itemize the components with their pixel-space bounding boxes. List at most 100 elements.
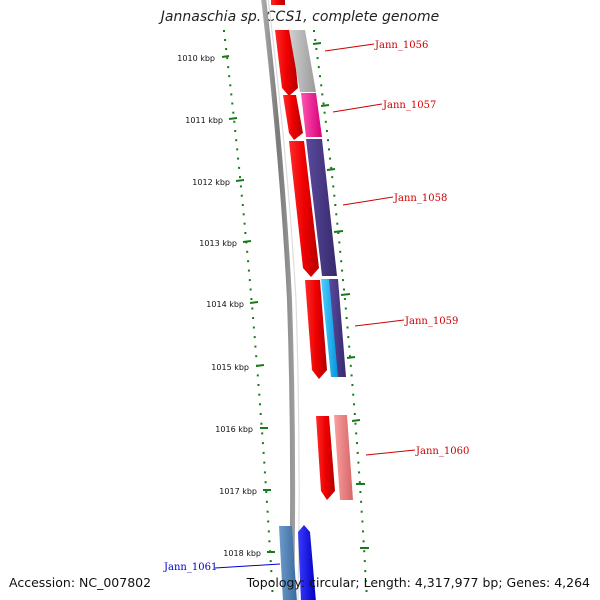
outer-tick-mark <box>340 293 351 296</box>
rail-dot <box>268 540 271 543</box>
rail-dot <box>353 413 356 415</box>
inner-tick-rail <box>223 30 274 592</box>
rail-dot <box>322 102 325 105</box>
tick-mark <box>249 301 259 304</box>
forward-strand-genes <box>271 0 335 500</box>
rail-dot <box>340 260 343 263</box>
rail-dot <box>247 260 250 263</box>
gene-jann-1056 <box>289 30 316 92</box>
annotated-genes <box>279 30 353 600</box>
outer-tick-mark <box>346 356 356 359</box>
rail-dot <box>324 120 327 123</box>
rail-dot <box>265 500 268 503</box>
rail-dot <box>342 279 344 282</box>
leader-line <box>342 196 394 206</box>
rail-dot <box>353 403 355 406</box>
rail-dot <box>354 422 357 425</box>
gene-jann-1058 <box>306 139 337 276</box>
rail-dot <box>356 451 359 454</box>
gene-jann-1060 <box>334 415 353 500</box>
rail-dot <box>239 185 242 188</box>
rail-dot <box>345 317 348 319</box>
kbp-label: 1013 kbp <box>199 239 237 248</box>
kbp-label: 1010 kbp <box>177 54 215 63</box>
rail-dot <box>317 66 320 69</box>
rail-dot <box>315 48 318 50</box>
gene-block-1059-forward <box>305 280 327 379</box>
rail-dot <box>270 570 273 573</box>
rail-dot <box>239 176 241 179</box>
rail-dot <box>251 307 254 310</box>
rail-dot <box>231 102 234 105</box>
rail-dot <box>313 30 315 32</box>
rail-dot <box>266 510 269 513</box>
rail-dot <box>316 57 319 60</box>
rail-dot <box>258 393 261 396</box>
rail-dot <box>364 570 367 573</box>
rail-dot <box>237 157 240 160</box>
leader-line <box>214 563 281 569</box>
gene-label-jann-1059[interactable]: Jann_1059 <box>404 316 458 327</box>
rail-dot <box>238 166 241 169</box>
rail-dot <box>228 75 231 78</box>
rail-dot <box>349 355 351 358</box>
rail-dot <box>339 250 342 253</box>
rail-dot <box>224 39 227 41</box>
gene-jann-1061-steel <box>279 526 297 600</box>
rail-dot <box>263 471 266 474</box>
kbp-label: 1011 kbp <box>185 116 223 125</box>
gene-label-jann-1057[interactable]: Jann_1057 <box>382 100 436 111</box>
gene-jann-1057 <box>301 93 322 137</box>
rail-dot <box>261 432 264 435</box>
rail-dot <box>260 422 263 425</box>
rail-dot <box>328 148 330 151</box>
rail-dot <box>341 269 344 272</box>
rail-dot <box>337 232 340 234</box>
backbone-inner-line <box>267 0 300 600</box>
rail-dot <box>351 384 354 386</box>
genome-stats-text: Topology: circular; Length: 4,317,977 bp… <box>246 575 590 590</box>
tick-mark <box>242 240 252 243</box>
rail-dot <box>230 93 233 96</box>
rail-dot <box>333 194 336 197</box>
rail-dot <box>252 317 255 319</box>
leader-line <box>324 43 375 52</box>
tick-mark <box>255 364 265 367</box>
rail-dot <box>247 269 250 272</box>
gene-label-jann-1061[interactable]: Jann_1061 <box>163 562 217 573</box>
rail-dot <box>355 432 358 435</box>
rail-dot <box>350 374 353 377</box>
accession-text: Accession: NC_007802 <box>9 575 152 590</box>
rail-dot <box>232 111 235 114</box>
gene-label-jann-1056[interactable]: Jann_1056 <box>374 40 428 51</box>
rail-dot <box>336 222 339 225</box>
map-title: Jannaschia sp. CCS1, complete genome <box>160 9 440 25</box>
rail-dot <box>343 288 345 291</box>
gene-block-1057-forward <box>283 95 303 140</box>
outer-tick-mark <box>351 419 361 422</box>
rail-dot <box>323 111 326 114</box>
rail-dot <box>360 510 363 513</box>
rail-dot <box>352 393 355 396</box>
rail-dot <box>343 298 346 300</box>
kbp-ticks: 1010 kbp 1011 kbp 1012 kbp 1013 kbp 1014… <box>177 54 275 558</box>
rail-dot <box>248 279 251 282</box>
tick-mark <box>235 179 245 182</box>
rail-dot <box>244 232 247 234</box>
rail-dot <box>321 93 324 96</box>
kbp-label: 1016 kbp <box>215 425 253 434</box>
rail-dot <box>242 213 245 216</box>
rail-dot <box>363 550 366 553</box>
rail-dot <box>320 84 323 87</box>
rail-dot <box>348 345 351 348</box>
rail-dot <box>223 30 225 32</box>
rail-dot <box>330 166 333 169</box>
rail-dot <box>347 336 350 339</box>
rail-dot <box>358 471 361 474</box>
gene-block-1058-forward <box>289 141 319 277</box>
rail-dot <box>229 84 232 87</box>
gene-label-jann-1060[interactable]: Jann_1060 <box>415 446 469 457</box>
leader-line <box>332 103 383 113</box>
gene-label-jann-1058[interactable]: Jann_1058 <box>393 193 447 204</box>
